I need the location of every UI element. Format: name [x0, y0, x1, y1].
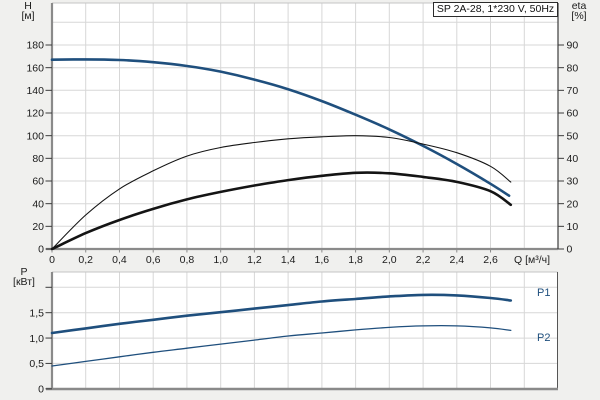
eta-tick-label: 40	[567, 153, 579, 165]
q-tick-label: 2,4	[449, 254, 464, 266]
h-tick-label: 180	[26, 40, 44, 52]
eta-tick-label: 10	[567, 221, 579, 233]
curve-p2	[51, 324, 512, 367]
p-axis-unit: [кВт]	[13, 276, 35, 288]
eta-tick-label: 90	[567, 40, 579, 52]
h-axis-unit: [м]	[21, 10, 35, 22]
h-tick-label: 20	[32, 221, 44, 233]
eta-axis-symbol: eta	[571, 0, 587, 12]
p1-curve-label: P1	[537, 287, 551, 299]
p-axis-unit-label: P [кВт]	[3, 266, 45, 288]
h-tick-label: 60	[32, 176, 44, 188]
q-tick-label: 1,6	[315, 254, 330, 266]
curve-h	[50, 58, 511, 197]
h-tick-label: 100	[26, 130, 44, 142]
eta-tick-label: 0	[567, 244, 573, 256]
h-tick-label: 40	[32, 198, 44, 210]
q-axis-label: Q [м³/ч]	[514, 254, 551, 266]
q-tick-label: 2,6	[483, 254, 498, 266]
chart-title-box: SP 2A-28, 1*230 V, 50Hz	[433, 2, 558, 17]
curve-p1	[50, 293, 513, 335]
curve-eta-total	[50, 171, 513, 251]
top-plot-area	[52, 3, 558, 249]
q-tick-label: 1,8	[348, 254, 363, 266]
q-tick-label: 2,2	[416, 254, 431, 266]
h-axis-unit-label: H [м]	[12, 0, 44, 22]
eta-tick-label: 50	[567, 130, 579, 142]
q-tick-label: 1,2	[247, 254, 262, 266]
eta-axis-unit: [%]	[571, 10, 587, 22]
q-tick-label: 0	[49, 254, 55, 266]
p-tick-label: 0	[38, 384, 44, 396]
h-tick-label: 140	[26, 85, 44, 97]
eta-tick-label: 70	[567, 85, 579, 97]
q-tick-label: 0,4	[112, 254, 127, 266]
p-tick-label: 1,5	[29, 307, 44, 319]
eta-axis-unit-label: eta [%]	[562, 0, 596, 22]
p2-curve-label: P2	[537, 332, 551, 344]
h-tick-label: 0	[38, 244, 44, 256]
eta-tick-label: 30	[567, 176, 579, 188]
h-tick-label: 120	[26, 108, 44, 120]
q-tick-label: 1,0	[213, 254, 228, 266]
h-tick-label: 160	[26, 62, 44, 74]
curve-eta-pump	[51, 135, 512, 250]
p-axis-symbol: P	[20, 266, 28, 278]
p-tick-label: 1,0	[29, 333, 44, 345]
eta-tick-label: 80	[567, 62, 579, 74]
q-tick-label: 0,2	[78, 254, 93, 266]
h-axis-symbol: H	[24, 0, 32, 12]
q-tick-label: 0,6	[146, 254, 161, 266]
eta-tick-label: 20	[567, 198, 579, 210]
q-tick-label: 1,4	[281, 254, 296, 266]
q-tick-label: 2,0	[382, 254, 397, 266]
bottom-plot-area	[52, 272, 558, 389]
h-tick-label: 80	[32, 153, 44, 165]
p-tick-label: 0,5	[29, 358, 44, 370]
q-tick-label: 0,8	[180, 254, 195, 266]
eta-tick-label: 60	[567, 108, 579, 120]
